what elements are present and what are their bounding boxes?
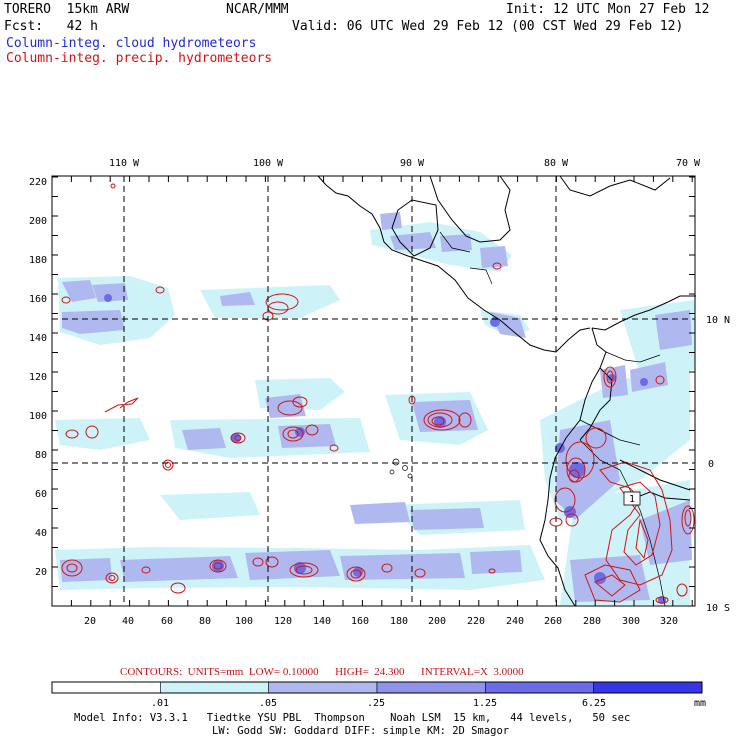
x-tick-label: 280 — [583, 616, 601, 627]
x-tick-label: 240 — [506, 616, 524, 627]
forecast-hour: Fcst: 42 h — [4, 19, 98, 34]
y-tick-label: 80 — [35, 450, 47, 461]
y-tick-label: 200 — [29, 216, 47, 227]
y-tick-label: 40 — [35, 528, 47, 539]
x-tick-label: 200 — [428, 616, 446, 627]
lat-label-10n: 10 N — [706, 315, 730, 326]
lon-label-90w: 90 W — [400, 158, 425, 169]
y-tick-label: 160 — [29, 294, 47, 305]
precip-field-title: Column-integ. precip. hydrometeors — [6, 51, 273, 66]
cloud-field-title: Column-integ. cloud hydrometeors — [6, 36, 257, 51]
colorbar-cell — [51, 681, 161, 694]
y-tick-label: 120 — [29, 372, 47, 383]
x-tick-label: 160 — [351, 616, 369, 627]
lat-label-10s: 10 S — [706, 603, 730, 614]
colorbar-cells — [51, 681, 703, 694]
y-tick-label: 180 — [29, 255, 47, 266]
x-tick-label: 260 — [544, 616, 562, 627]
contour-info: CONTOURS: UNITS=mm LOW= 0.10000 HIGH= 24… — [120, 666, 524, 678]
y-tick-label: 20 — [35, 567, 47, 578]
colorbar-label: 6.25 — [582, 698, 606, 709]
precip-contours — [61, 183, 695, 604]
colorbar-label: 1.25 — [473, 698, 497, 709]
x-tick-label: 220 — [467, 616, 485, 627]
init-time: Init: 12 UTC Mon 27 Feb 12 — [506, 2, 710, 17]
colorbar-label: .01 — [151, 698, 169, 709]
colorbar-cell — [485, 681, 594, 694]
colorbar-unit: mm — [694, 698, 706, 709]
lat-label-0: 0 — [708, 459, 714, 470]
colorbar-frame — [51, 681, 703, 694]
x-tick-label: 100 — [235, 616, 253, 627]
colorbar-cell — [376, 681, 486, 694]
lon-label-100w: 100 W — [253, 158, 284, 169]
model-info-line2: LW: Godd SW: Goddard DIFF: simple KM: 2D… — [212, 725, 510, 737]
x-tick-label: 80 — [199, 616, 211, 627]
colorbar-label: .05 — [259, 698, 277, 709]
model-info-line1: Model Info: V3.3.1 Tiedtke YSU PBL Thomp… — [74, 712, 631, 724]
y-tick-label: 220 — [29, 177, 47, 188]
x-tick-label: 320 — [660, 616, 678, 627]
x-tick-label: 40 — [122, 616, 134, 627]
colorbar-cell — [268, 681, 378, 694]
model-name: TORERO 15km ARW — [4, 2, 130, 17]
x-tick-label: 20 — [84, 616, 96, 627]
lon-label-70w: 70 W — [676, 158, 701, 169]
colorbar-cell — [593, 681, 703, 694]
contour-label: 1 — [629, 494, 635, 505]
x-tick-label: 120 — [274, 616, 292, 627]
organization: NCAR/MMM — [226, 2, 289, 17]
axis-ticks — [51, 176, 695, 607]
lon-label-110w: 110 W — [109, 158, 140, 169]
x-tick-label: 300 — [622, 616, 640, 627]
colorbar-cell — [160, 681, 269, 694]
contour-label-box — [623, 491, 641, 506]
latlon-grid — [52, 176, 695, 606]
x-tick-label: 60 — [161, 616, 173, 627]
cloud-shading-dark — [104, 294, 666, 604]
colorbar-label: .25 — [367, 698, 385, 709]
valid-time: Valid: 06 UTC Wed 29 Feb 12 (00 CST Wed … — [292, 19, 684, 34]
x-tick-label: 180 — [390, 616, 408, 627]
lon-label-80w: 80 W — [544, 158, 569, 169]
y-tick-label: 140 — [29, 333, 47, 344]
cloud-shading-medium — [60, 212, 692, 602]
y-tick-label: 100 — [29, 411, 47, 422]
y-tick-label: 60 — [35, 489, 47, 500]
x-tick-label: 140 — [313, 616, 331, 627]
